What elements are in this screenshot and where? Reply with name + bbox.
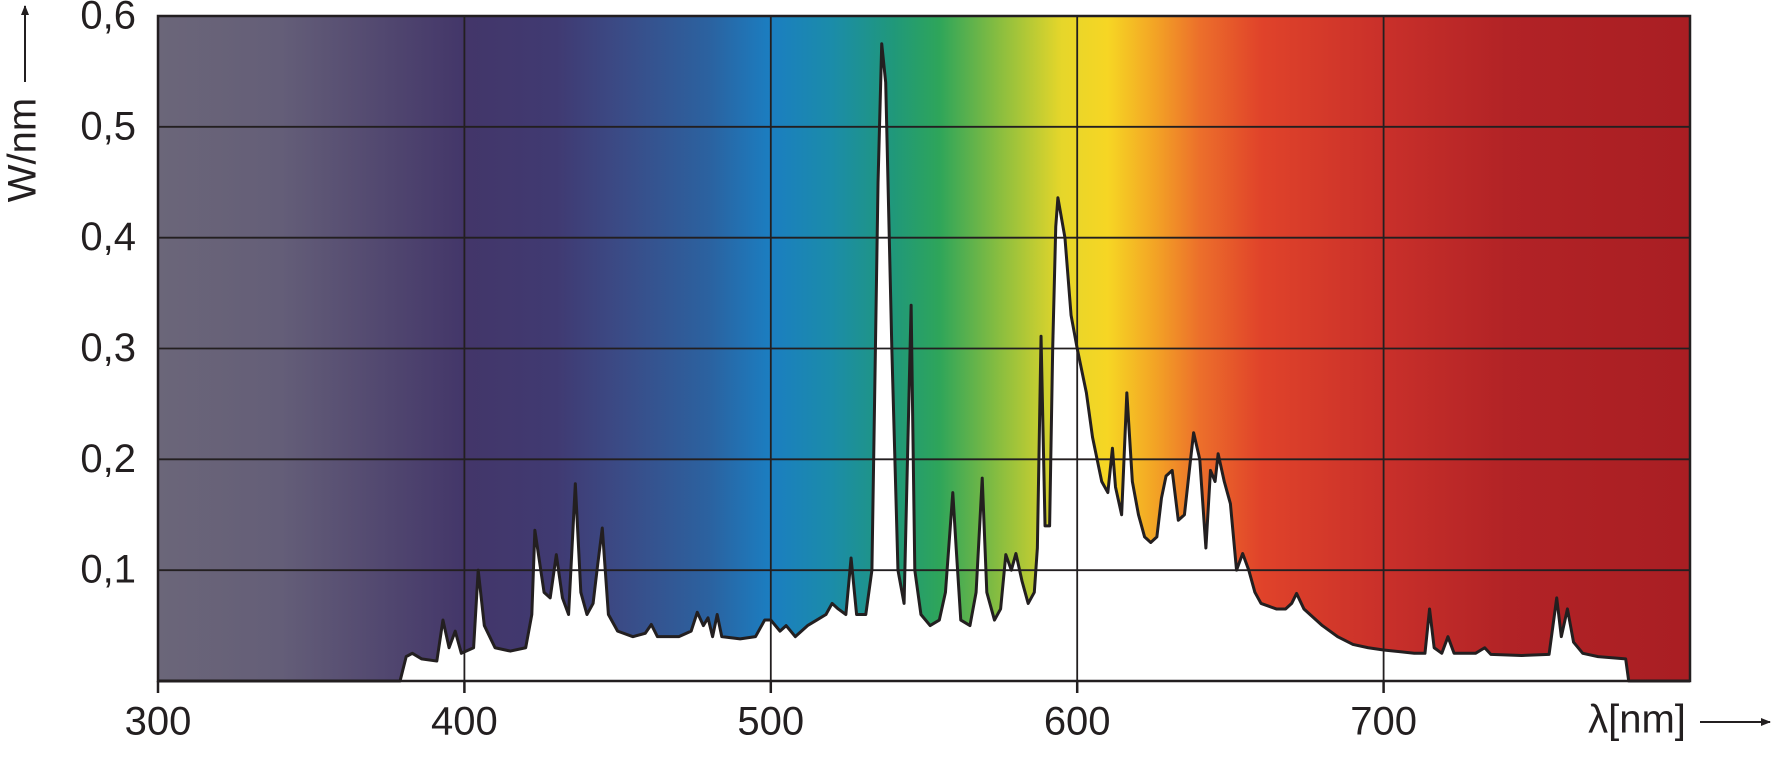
x-tick-label: 600	[1044, 700, 1111, 744]
x-axis-label: λ[nm]	[1588, 698, 1686, 742]
y-tick-label: 0,6	[80, 0, 136, 38]
x-tick-label: 700	[1350, 700, 1417, 744]
x-tick-label: 300	[125, 700, 192, 744]
y-tick-label: 0,3	[80, 326, 136, 370]
plot-area	[158, 42, 1690, 683]
y-tick-label: 0,4	[80, 215, 136, 259]
y-tick-label: 0,5	[80, 104, 136, 148]
x-tick-label: 400	[431, 700, 498, 744]
y-axis-label: W/nm	[1, 98, 45, 202]
y-tick-label: 0,2	[80, 437, 136, 481]
x-tick-label: 500	[737, 700, 804, 744]
y-tick-label: 0,1	[80, 548, 136, 592]
spectrum-line	[158, 42, 1690, 683]
